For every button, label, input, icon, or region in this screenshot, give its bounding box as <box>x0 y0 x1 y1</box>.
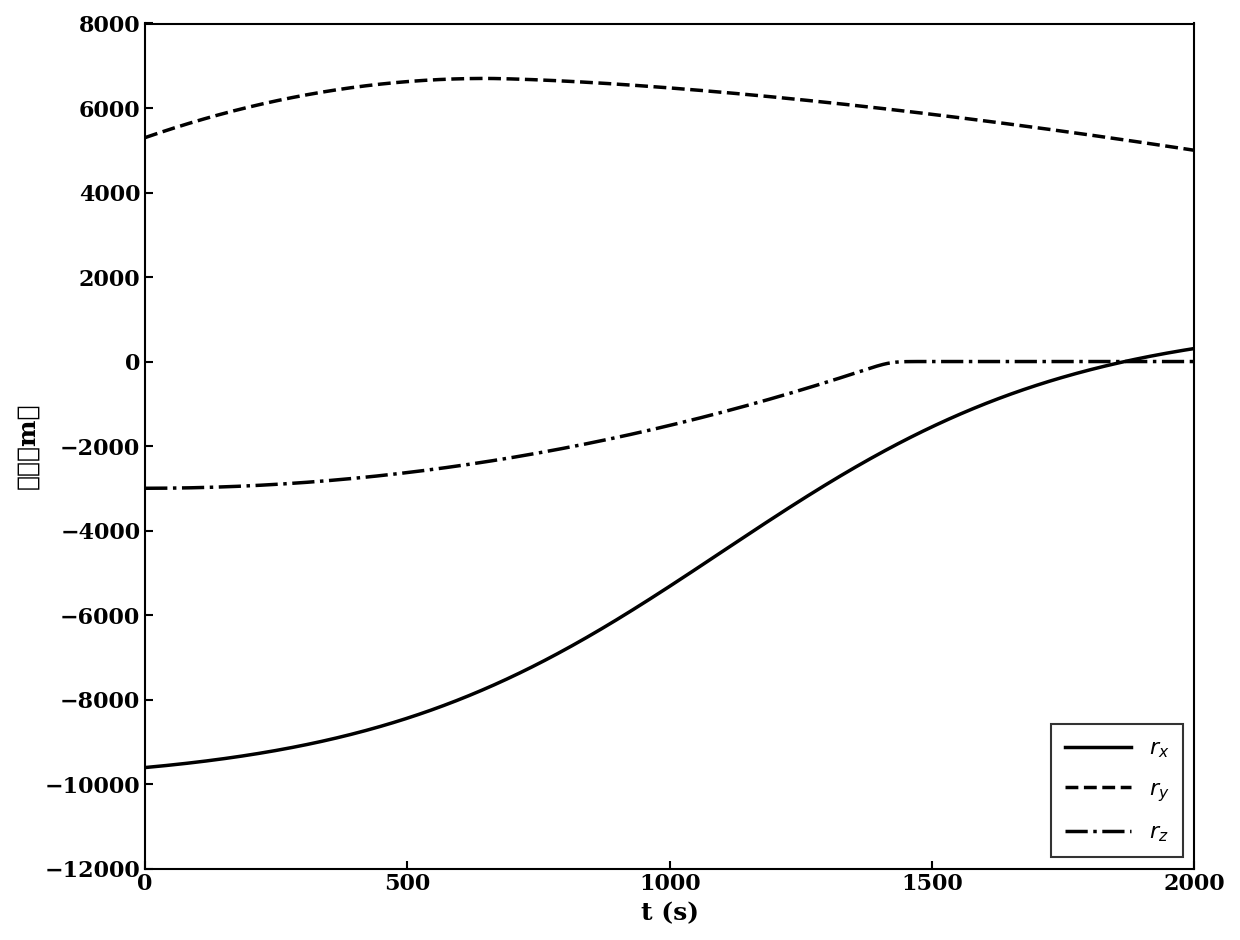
$r_y$ <box>999 118 1014 130</box>
$r_z$ <box>642 425 657 436</box>
$r_y$ <box>1163 141 1178 152</box>
$r_z$ <box>706 409 720 420</box>
Legend: $r_x$, $r_y$, $r_z$: $r_x$, $r_y$, $r_z$ <box>1052 725 1183 857</box>
Line: $r_y$: $r_y$ <box>145 78 1194 150</box>
$r_y$ <box>1187 145 1202 156</box>
$r_y$ <box>639 81 653 92</box>
$r_x$ <box>636 598 651 609</box>
X-axis label: t (s): t (s) <box>641 901 698 925</box>
$r_y$ <box>138 132 153 143</box>
$r_z$ <box>1163 356 1178 368</box>
Line: $r_z$: $r_z$ <box>145 362 1194 488</box>
$r_z$ <box>138 482 153 494</box>
$r_y$ <box>645 81 660 92</box>
$r_x$ <box>1162 347 1177 358</box>
$r_y$ <box>708 86 723 97</box>
$r_x$ <box>997 390 1012 401</box>
$r_x$ <box>138 762 153 774</box>
Y-axis label: 位置（m）: 位置（m） <box>15 403 38 490</box>
Line: $r_x$: $r_x$ <box>145 349 1194 768</box>
$r_x$ <box>642 593 657 604</box>
$r_x$ <box>763 515 777 526</box>
$r_y$ <box>764 91 779 102</box>
$r_z$ <box>763 394 777 405</box>
$r_x$ <box>706 553 720 564</box>
$r_x$ <box>1187 343 1202 354</box>
$r_z$ <box>1187 356 1202 368</box>
$r_z$ <box>636 426 651 437</box>
$r_z$ <box>999 356 1014 368</box>
$r_z$ <box>926 356 941 368</box>
$r_y$ <box>479 72 494 84</box>
